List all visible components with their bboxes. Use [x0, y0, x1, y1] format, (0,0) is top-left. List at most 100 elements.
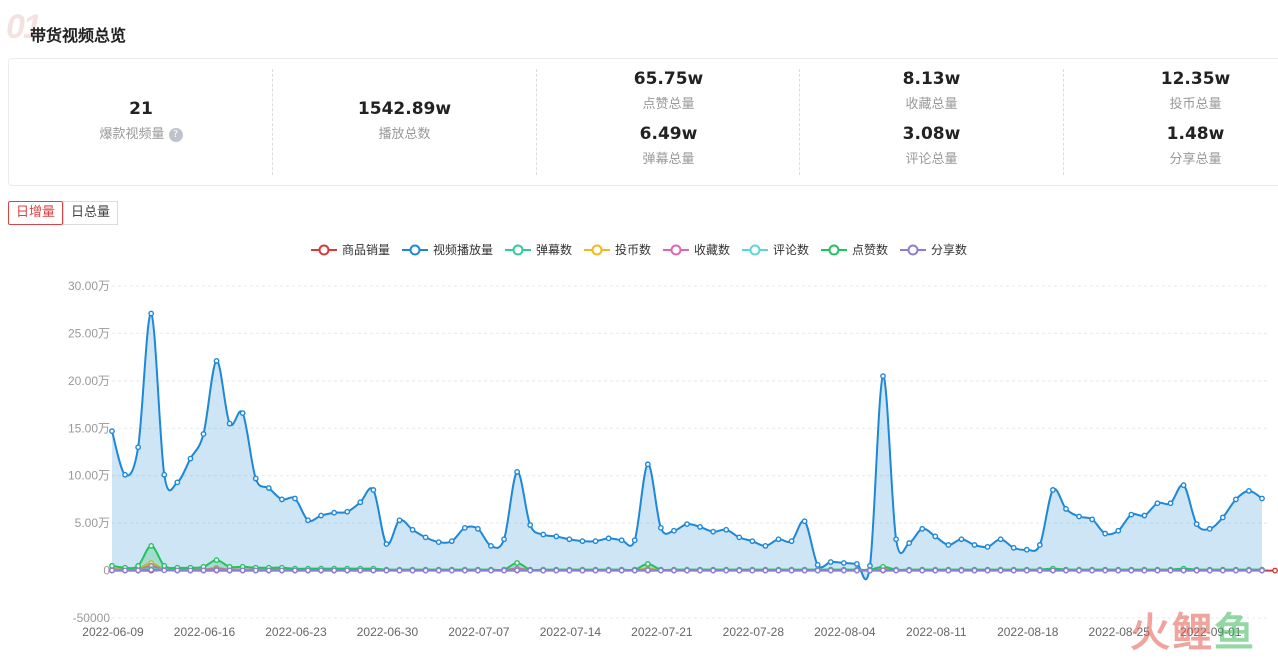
data-point[interactable]	[710, 567, 717, 574]
data-point[interactable]	[226, 420, 233, 427]
data-point[interactable]	[448, 567, 455, 574]
data-point[interactable]	[984, 543, 991, 550]
data-point[interactable]	[1128, 511, 1135, 518]
data-point[interactable]	[1115, 567, 1122, 574]
data-point[interactable]	[697, 567, 703, 574]
data-point[interactable]	[501, 536, 507, 543]
data-point[interactable]	[1180, 567, 1187, 574]
data-point[interactable]	[932, 567, 939, 574]
data-point[interactable]	[1036, 542, 1043, 548]
data-point[interactable]	[1219, 567, 1226, 574]
data-point[interactable]	[409, 526, 416, 533]
data-point[interactable]	[605, 567, 612, 574]
data-point[interactable]	[370, 567, 377, 574]
data-point[interactable]	[161, 471, 168, 478]
data-point[interactable]	[592, 538, 599, 545]
data-point[interactable]	[1076, 567, 1082, 574]
legend-item[interactable]: 视频播放量	[401, 241, 493, 258]
data-point[interactable]	[958, 536, 965, 543]
data-point[interactable]	[200, 567, 207, 574]
data-point[interactable]	[1180, 482, 1187, 489]
data-point[interactable]	[618, 567, 625, 574]
data-point[interactable]	[1063, 506, 1069, 512]
data-point[interactable]	[867, 567, 873, 574]
data-point[interactable]	[775, 567, 782, 574]
data-point[interactable]	[723, 567, 730, 574]
data-point[interactable]	[475, 567, 481, 574]
data-point[interactable]	[1232, 496, 1239, 503]
data-point[interactable]	[971, 567, 978, 574]
data-point[interactable]	[318, 567, 324, 574]
data-point[interactable]	[919, 567, 926, 574]
data-point[interactable]	[605, 535, 612, 542]
data-point[interactable]	[945, 567, 952, 574]
data-point[interactable]	[135, 562, 142, 569]
data-point[interactable]	[292, 567, 298, 574]
data-point[interactable]	[971, 542, 978, 548]
data-point[interactable]	[1259, 495, 1265, 502]
data-point[interactable]	[213, 358, 220, 364]
data-point[interactable]	[736, 534, 743, 541]
tab-daily-total[interactable]: 日总量	[63, 201, 119, 225]
data-point[interactable]	[1141, 512, 1148, 519]
data-point[interactable]	[135, 444, 142, 451]
data-point[interactable]	[880, 373, 886, 380]
data-point[interactable]	[880, 567, 886, 574]
data-point[interactable]	[540, 567, 547, 574]
data-point[interactable]	[827, 567, 834, 574]
data-point[interactable]	[161, 562, 168, 569]
data-point[interactable]	[396, 517, 403, 524]
data-point[interactable]	[252, 475, 259, 482]
data-point[interactable]	[187, 455, 194, 462]
data-point[interactable]	[1219, 514, 1226, 521]
data-point[interactable]	[1036, 567, 1043, 574]
tab-daily-increment[interactable]: 日增量	[8, 201, 64, 225]
data-point[interactable]	[161, 567, 168, 574]
data-point[interactable]	[579, 567, 586, 574]
data-point[interactable]	[422, 567, 429, 574]
data-point[interactable]	[1167, 567, 1174, 574]
data-point[interactable]	[657, 567, 664, 574]
data-point[interactable]	[788, 538, 795, 545]
data-point[interactable]	[1272, 567, 1278, 574]
legend-item[interactable]: 评论数	[742, 241, 809, 258]
data-point[interactable]	[1010, 544, 1017, 551]
data-point[interactable]	[357, 567, 364, 574]
data-point[interactable]	[1115, 527, 1122, 534]
data-point[interactable]	[566, 567, 573, 574]
data-point[interactable]	[723, 526, 730, 533]
data-point[interactable]	[331, 567, 338, 574]
data-point[interactable]	[906, 567, 913, 574]
data-point[interactable]	[853, 561, 860, 567]
legend-item[interactable]: 收藏数	[663, 241, 730, 258]
data-point[interactable]	[919, 525, 926, 532]
data-point[interactable]	[1128, 567, 1135, 574]
data-point[interactable]	[840, 560, 847, 566]
data-point[interactable]	[226, 567, 233, 574]
data-point[interactable]	[448, 538, 455, 545]
data-point[interactable]	[344, 508, 351, 515]
data-point[interactable]	[213, 557, 220, 564]
data-point[interactable]	[109, 567, 115, 574]
data-point[interactable]	[409, 567, 416, 574]
data-point[interactable]	[749, 567, 756, 574]
data-point[interactable]	[1050, 487, 1056, 493]
data-point[interactable]	[945, 542, 952, 548]
legend-item[interactable]: 点赞数	[821, 241, 888, 258]
data-point[interactable]	[749, 538, 756, 545]
data-point[interactable]	[461, 567, 468, 574]
data-point[interactable]	[1063, 567, 1069, 574]
data-point[interactable]	[1259, 567, 1265, 574]
data-point[interactable]	[148, 543, 155, 549]
data-point[interactable]	[435, 539, 442, 546]
data-point[interactable]	[252, 567, 259, 574]
data-point[interactable]	[553, 567, 560, 574]
data-point[interactable]	[1154, 567, 1161, 574]
data-point[interactable]	[292, 495, 298, 502]
data-point[interactable]	[174, 479, 181, 486]
data-point[interactable]	[1206, 567, 1213, 574]
data-point[interactable]	[553, 533, 560, 540]
data-point[interactable]	[278, 567, 285, 574]
data-point[interactable]	[893, 536, 899, 543]
data-point[interactable]	[514, 560, 521, 566]
